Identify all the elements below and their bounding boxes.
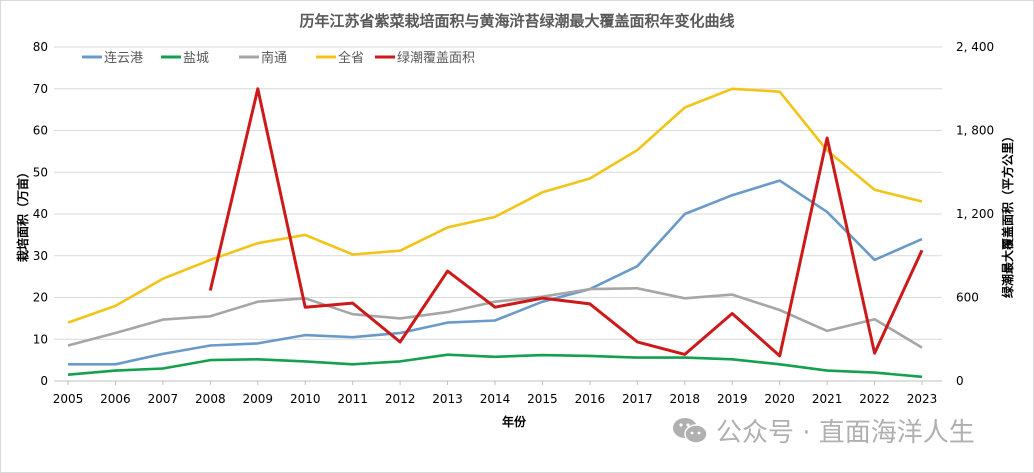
y2-tick-label: 600 [956,291,979,305]
legend-item: 绿潮覆盖面积 [375,51,475,66]
x-tick-label: 2010 [290,392,321,406]
legend-label: 连云港 [104,50,143,66]
series-line-连云港 [68,179,923,366]
x-tick-label: 2011 [337,392,368,406]
x-tick-label: 2018 [670,392,701,406]
x-tick-label: 2022 [859,392,890,406]
series-lines [67,87,924,379]
x-axis-title: 年份 [502,414,527,429]
x-tick-label: 2014 [480,392,511,406]
watermark-text: 公众号 · 直面海洋人生 [716,418,975,448]
x-tick-label: 2012 [385,392,416,406]
x-tick-label: 2007 [148,392,179,406]
y-tick-label: 50 [33,165,48,179]
x-tick-label: 2023 [907,392,938,406]
y-tick-label: 10 [33,332,48,346]
x-tick-label: 2016 [575,392,606,406]
gridlines [54,46,942,382]
x-tick-label: 2021 [812,392,843,406]
series-line-盐城 [67,353,923,379]
y2-tick-label: 1, 800 [956,124,994,138]
y-axis-right-title: 绿潮最大覆盖面积（平方公里） [1000,130,1015,298]
legend: 连云港 盐城 南通 全省 绿潮覆盖面积 [82,50,475,66]
y2-tick-label: 1, 200 [956,207,994,221]
x-tick-label: 2015 [527,392,558,406]
y-axis-left-ticks: 0 10 20 30 40 50 60 70 80 [33,40,48,388]
y-tick-label: 60 [33,124,48,138]
x-tick-label: 2019 [717,392,748,406]
y2-tick-label: 2, 400 [956,40,994,54]
legend-item: 连云港 [82,50,143,66]
x-tick-label: 2013 [432,392,463,406]
legend-label: 盐城 [183,51,209,66]
watermark: 公众号 · 直面海洋人生 [672,412,975,449]
x-tick-label: 2017 [622,392,653,406]
legend-label: 全省 [338,50,364,66]
x-tick-label: 2009 [243,392,274,406]
x-tick-label: 2006 [100,392,131,406]
y-tick-label: 70 [33,82,48,96]
chart-title: 历年江苏省紫菜栽培面积与黄海浒苔绿潮最大覆盖面积年变化曲线 [299,12,735,30]
y-tick-label: 80 [33,40,48,54]
legend-item: 盐城 [161,51,209,66]
y-axis-left-title: 栽培面积（万亩） [15,166,30,262]
legend-item: 全省 [316,50,364,66]
y-tick-label: 0 [40,374,48,388]
y-tick-label: 40 [33,207,48,221]
wechat-icon [672,416,708,446]
x-tick-label: 2008 [195,392,226,406]
y-tick-label: 20 [33,291,48,305]
x-tick-label: 2020 [764,392,795,406]
y-axis-right-ticks: 0 600 1, 200 1, 800 2, 400 [956,40,994,388]
legend-label: 绿潮覆盖面积 [397,51,475,66]
x-axis-ticks: 2005 2006 2007 2008 2009 2010 2011 2012 2013 2014… [53,381,938,406]
y-tick-label: 30 [33,249,48,263]
x-tick-label: 2005 [53,392,84,406]
legend-item: 南通 [239,50,287,66]
legend-label: 南通 [261,50,287,66]
y2-tick-label: 0 [956,374,964,388]
series-line-绿潮覆盖面积 [208,87,924,358]
